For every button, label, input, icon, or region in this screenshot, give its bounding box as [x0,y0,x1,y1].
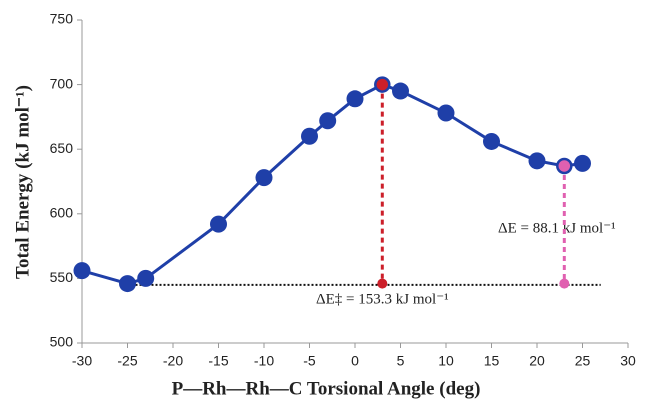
x-axis-title: P—Rh—Rh—C Torsional Angle (deg) [172,378,481,399]
data-point [392,83,409,100]
drop-marker [559,279,569,289]
y-tick-label: 700 [50,75,74,91]
x-tick-label: 20 [529,353,545,369]
data-point [529,152,546,169]
data-point [301,128,318,145]
x-tick-label: -30 [72,353,92,369]
y-tick-label: 600 [50,205,74,221]
data-point [375,78,389,92]
annotation: ΔE‡ = 153.3 kJ mol⁻¹ [316,291,449,307]
x-tick-label: 30 [620,353,636,369]
y-tick-label: 650 [50,140,74,156]
y-tick-label: 750 [50,11,74,27]
y-axis-title: Total Energy (kJ mol⁻¹) [12,85,33,279]
x-tick-label: -5 [303,353,316,369]
data-point [347,90,364,107]
y-tick-label: 500 [50,334,74,350]
data-point [438,105,455,122]
data-point [483,133,500,150]
annotation: ΔE = 88.1 kJ mol⁻¹ [498,220,616,236]
data-point [210,216,227,233]
data-point [574,155,591,172]
x-tick-label: 10 [438,353,454,369]
x-tick-label: 25 [575,353,591,369]
chart: P—Rh—Rh—C Torsional Angle (deg) Total En… [0,0,652,406]
y-tick-label: 550 [50,269,74,285]
x-tick-label: -20 [163,353,183,369]
data-point [74,262,91,279]
x-tick-label: 15 [484,353,500,369]
data-point [256,169,273,186]
data-point [119,275,136,292]
x-tick-label: -10 [254,353,274,369]
data-point [137,270,154,287]
x-tick-label: -25 [117,353,137,369]
x-tick-label: 0 [351,353,359,369]
data-point [319,112,336,129]
x-tick-label: -15 [208,353,228,369]
data-point [557,159,571,173]
drop-marker [377,279,387,289]
x-tick-label: 5 [397,353,405,369]
